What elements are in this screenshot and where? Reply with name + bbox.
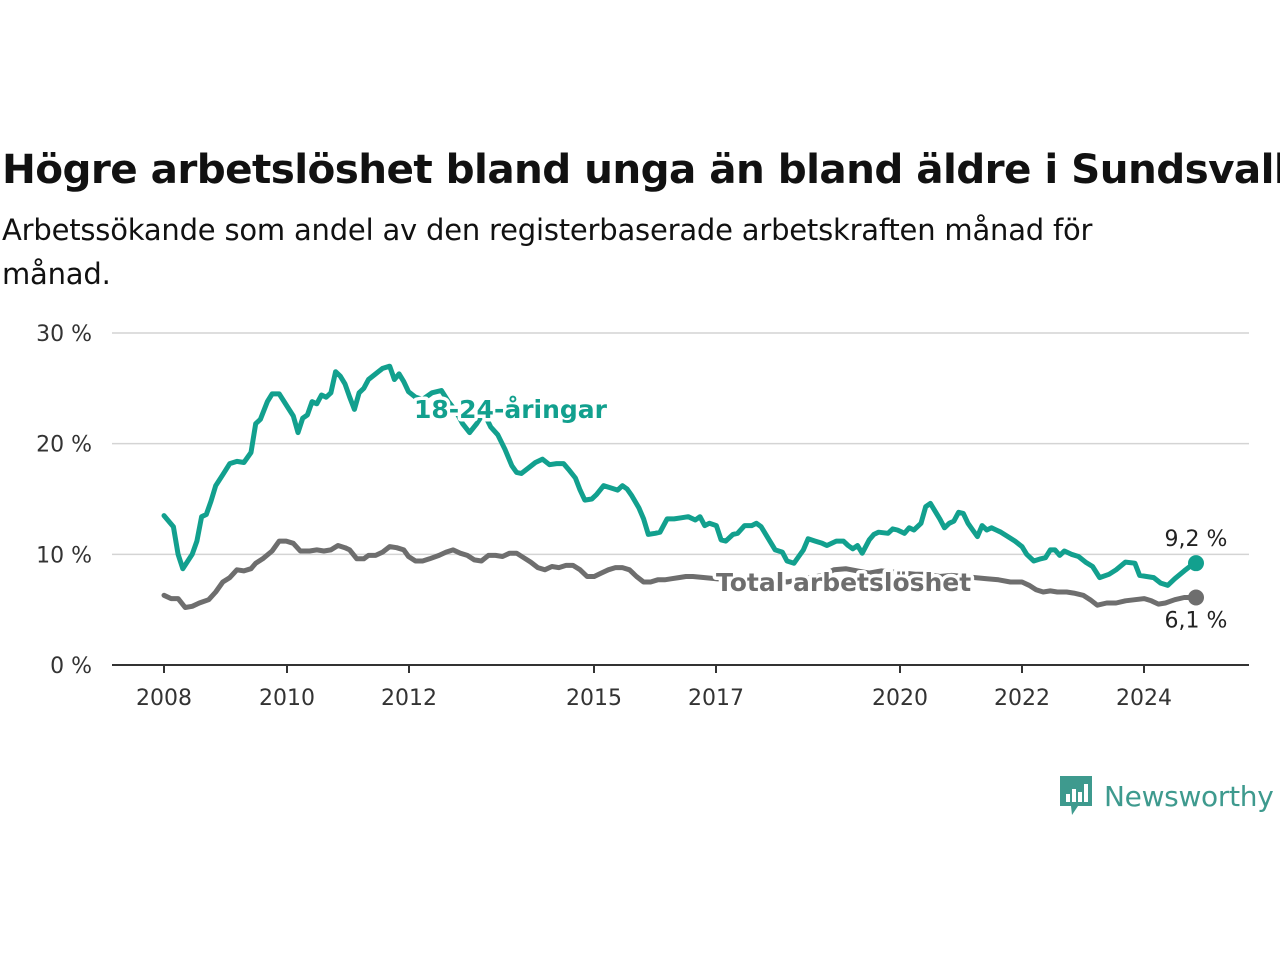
x-axis: 2008 2010 2012 2015 2017 2020 2022 2024	[112, 664, 1249, 711]
y-tick-label: 0 %	[50, 654, 92, 679]
y-tick-label: 30 %	[36, 322, 92, 347]
series-end-point-0	[1188, 555, 1204, 572]
chart-subtitle: Arbetssökande som andel av den registerb…	[2, 213, 1093, 291]
x-tick-label: 2020	[872, 686, 928, 711]
series-name-label-0: 18-24-åringar	[414, 395, 608, 424]
x-tick-label: 2024	[1116, 686, 1172, 711]
series-name-label-1: Total arbetslöshet	[716, 568, 971, 597]
x-tick-label: 2022	[994, 686, 1050, 711]
series-labels: 9,2 % 18-24-åringar 6,1 % Total arbetslöshe…	[411, 392, 1228, 634]
series-lines	[161, 363, 1204, 610]
line-chart: 0 % 10 % 20 % 30 % 2008 2010 2012 2015 2017 2020…	[36, 322, 1249, 711]
y-tick-label: 10 %	[36, 543, 92, 568]
series-line-1	[161, 538, 1199, 610]
series-line-0	[161, 363, 1199, 588]
gridlines	[112, 332, 1249, 556]
x-tick-label: 2010	[259, 686, 315, 711]
chart-title: Högre arbetslöshet bland unga än bland ä…	[2, 145, 1280, 193]
x-tick-label: 2017	[688, 686, 744, 711]
brand-name: Newsworthy	[1104, 779, 1274, 813]
y-axis-labels: 0 % 10 % 20 % 30 %	[36, 322, 92, 679]
newsworthy-logo: Newsworthy	[1058, 773, 1274, 819]
series-end-label-0: 9,2 %	[1165, 527, 1228, 552]
x-tick-label: 2008	[136, 686, 192, 711]
x-tick-label: 2015	[566, 686, 622, 711]
series-end-label-1: 6,1 %	[1165, 608, 1228, 633]
y-tick-label: 20 %	[36, 433, 92, 458]
series-end-point-1	[1188, 589, 1204, 606]
newsworthy-logo-icon	[1060, 776, 1092, 815]
x-tick-label: 2012	[381, 686, 437, 711]
